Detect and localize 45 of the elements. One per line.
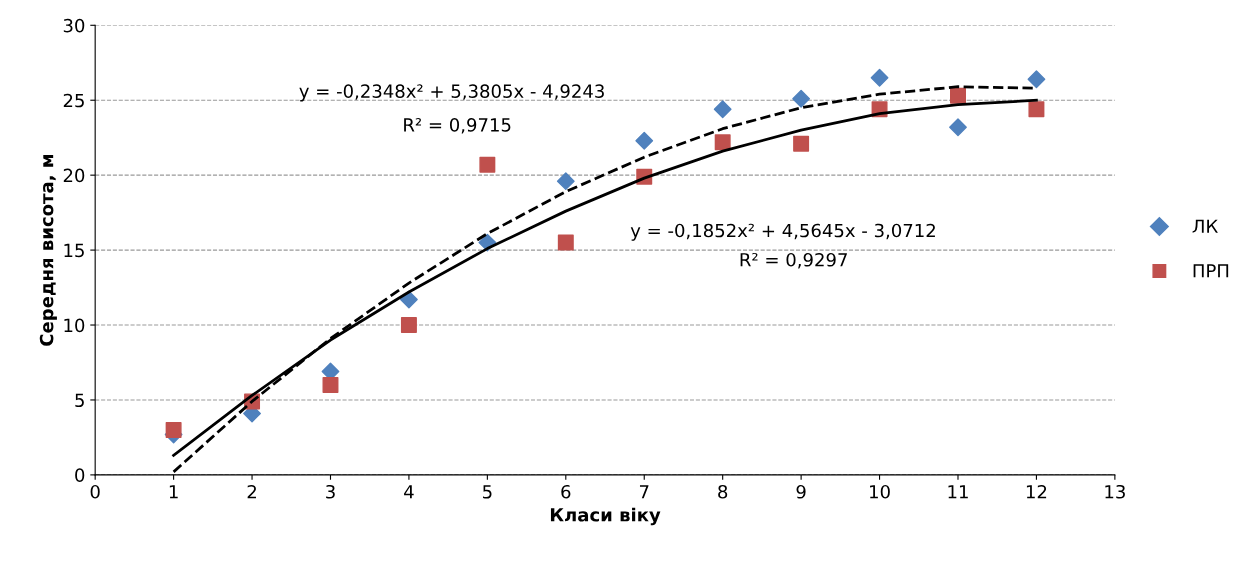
x-tick-label: 2 bbox=[247, 484, 256, 499]
point bbox=[1027, 70, 1046, 89]
y-tick-label: 10 bbox=[64, 318, 85, 333]
y-tick-label: 0 bbox=[75, 468, 85, 483]
annotation: y = -0,1852x² + 4,5645x - 3,0712 bbox=[630, 223, 935, 241]
x-tick-label: 10 bbox=[870, 484, 890, 499]
point bbox=[949, 118, 967, 137]
y-axis-title: Середня висота, м bbox=[39, 154, 57, 346]
legend-label: ПРП bbox=[1193, 264, 1229, 278]
point bbox=[479, 156, 496, 173]
point bbox=[1028, 101, 1045, 118]
x-tick-label: 0 bbox=[90, 484, 100, 499]
x-tick-label: 8 bbox=[718, 484, 728, 499]
y-tick-label: 30 bbox=[63, 18, 85, 33]
point bbox=[870, 68, 889, 87]
x-tick-label: 5 bbox=[483, 485, 492, 499]
y-tick-label: 5 bbox=[75, 393, 84, 408]
y-tick-label: 25 bbox=[63, 93, 84, 108]
point bbox=[950, 87, 966, 104]
x-tick-label: 3 bbox=[326, 484, 335, 499]
point bbox=[635, 131, 654, 150]
point bbox=[322, 376, 339, 393]
point bbox=[400, 317, 417, 334]
point bbox=[165, 421, 182, 438]
annotation: y = -0,2348x² + 5,3805x - 4,9243 bbox=[299, 84, 604, 102]
x-tick-label: 13 bbox=[1105, 484, 1125, 499]
x-tick-label: 11 bbox=[948, 485, 968, 499]
point bbox=[556, 172, 575, 191]
y-tick-label: 20 bbox=[63, 168, 85, 183]
x-tick-label: 1 bbox=[169, 485, 178, 499]
x-tick-label: 6 bbox=[561, 484, 571, 499]
y-tick-label: 15 bbox=[64, 243, 84, 258]
point bbox=[793, 135, 810, 152]
legend-label: ЛК bbox=[1192, 219, 1218, 233]
annotation: R² = 0,9297 bbox=[740, 252, 847, 269]
x-axis-title: Класи віку bbox=[550, 507, 661, 526]
point bbox=[557, 234, 574, 251]
annotation: R² = 0,9715 bbox=[404, 118, 511, 134]
x-tick-label: 4 bbox=[404, 485, 414, 499]
point bbox=[792, 89, 811, 108]
point bbox=[713, 100, 732, 119]
x-tick-label: 9 bbox=[796, 484, 806, 499]
x-tick-label: 7 bbox=[639, 485, 649, 499]
point bbox=[714, 134, 731, 151]
x-tick-label: 12 bbox=[1026, 484, 1047, 499]
